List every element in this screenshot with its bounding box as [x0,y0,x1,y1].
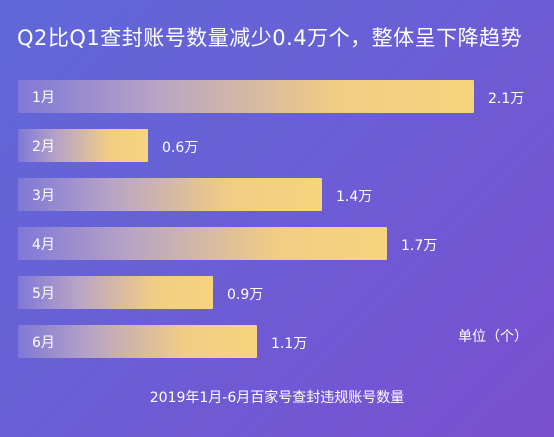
value-label: 1.1万 [271,336,308,352]
bar-5: 5月 [18,276,213,309]
category-label: 1月 [32,89,55,106]
category-label: 3月 [32,187,55,204]
unit-label: 单位（个） [458,329,528,345]
value-label: 1.4万 [336,189,373,205]
bar-4: 4月 [18,227,387,260]
value-label: 2.1万 [488,91,525,107]
bar-1: 1月 [18,80,474,113]
category-label: 2月 [32,138,55,155]
category-label: 4月 [32,236,55,253]
bar-2: 2月 [18,129,148,162]
value-label: 1.7万 [401,238,438,254]
category-label: 5月 [32,285,55,302]
value-label: 0.6万 [162,140,199,156]
bar-3: 3月 [18,178,322,211]
chart-footer-caption: 2019年1月-6月百家号查封违规账号数量 [149,390,405,406]
category-label: 6月 [32,334,55,351]
chart-title: Q2比Q1查封账号数量减少0.4万个，整体呈下降趋势 [17,26,523,50]
bar-6: 6月 [18,325,257,358]
value-label: 0.9万 [227,287,264,303]
